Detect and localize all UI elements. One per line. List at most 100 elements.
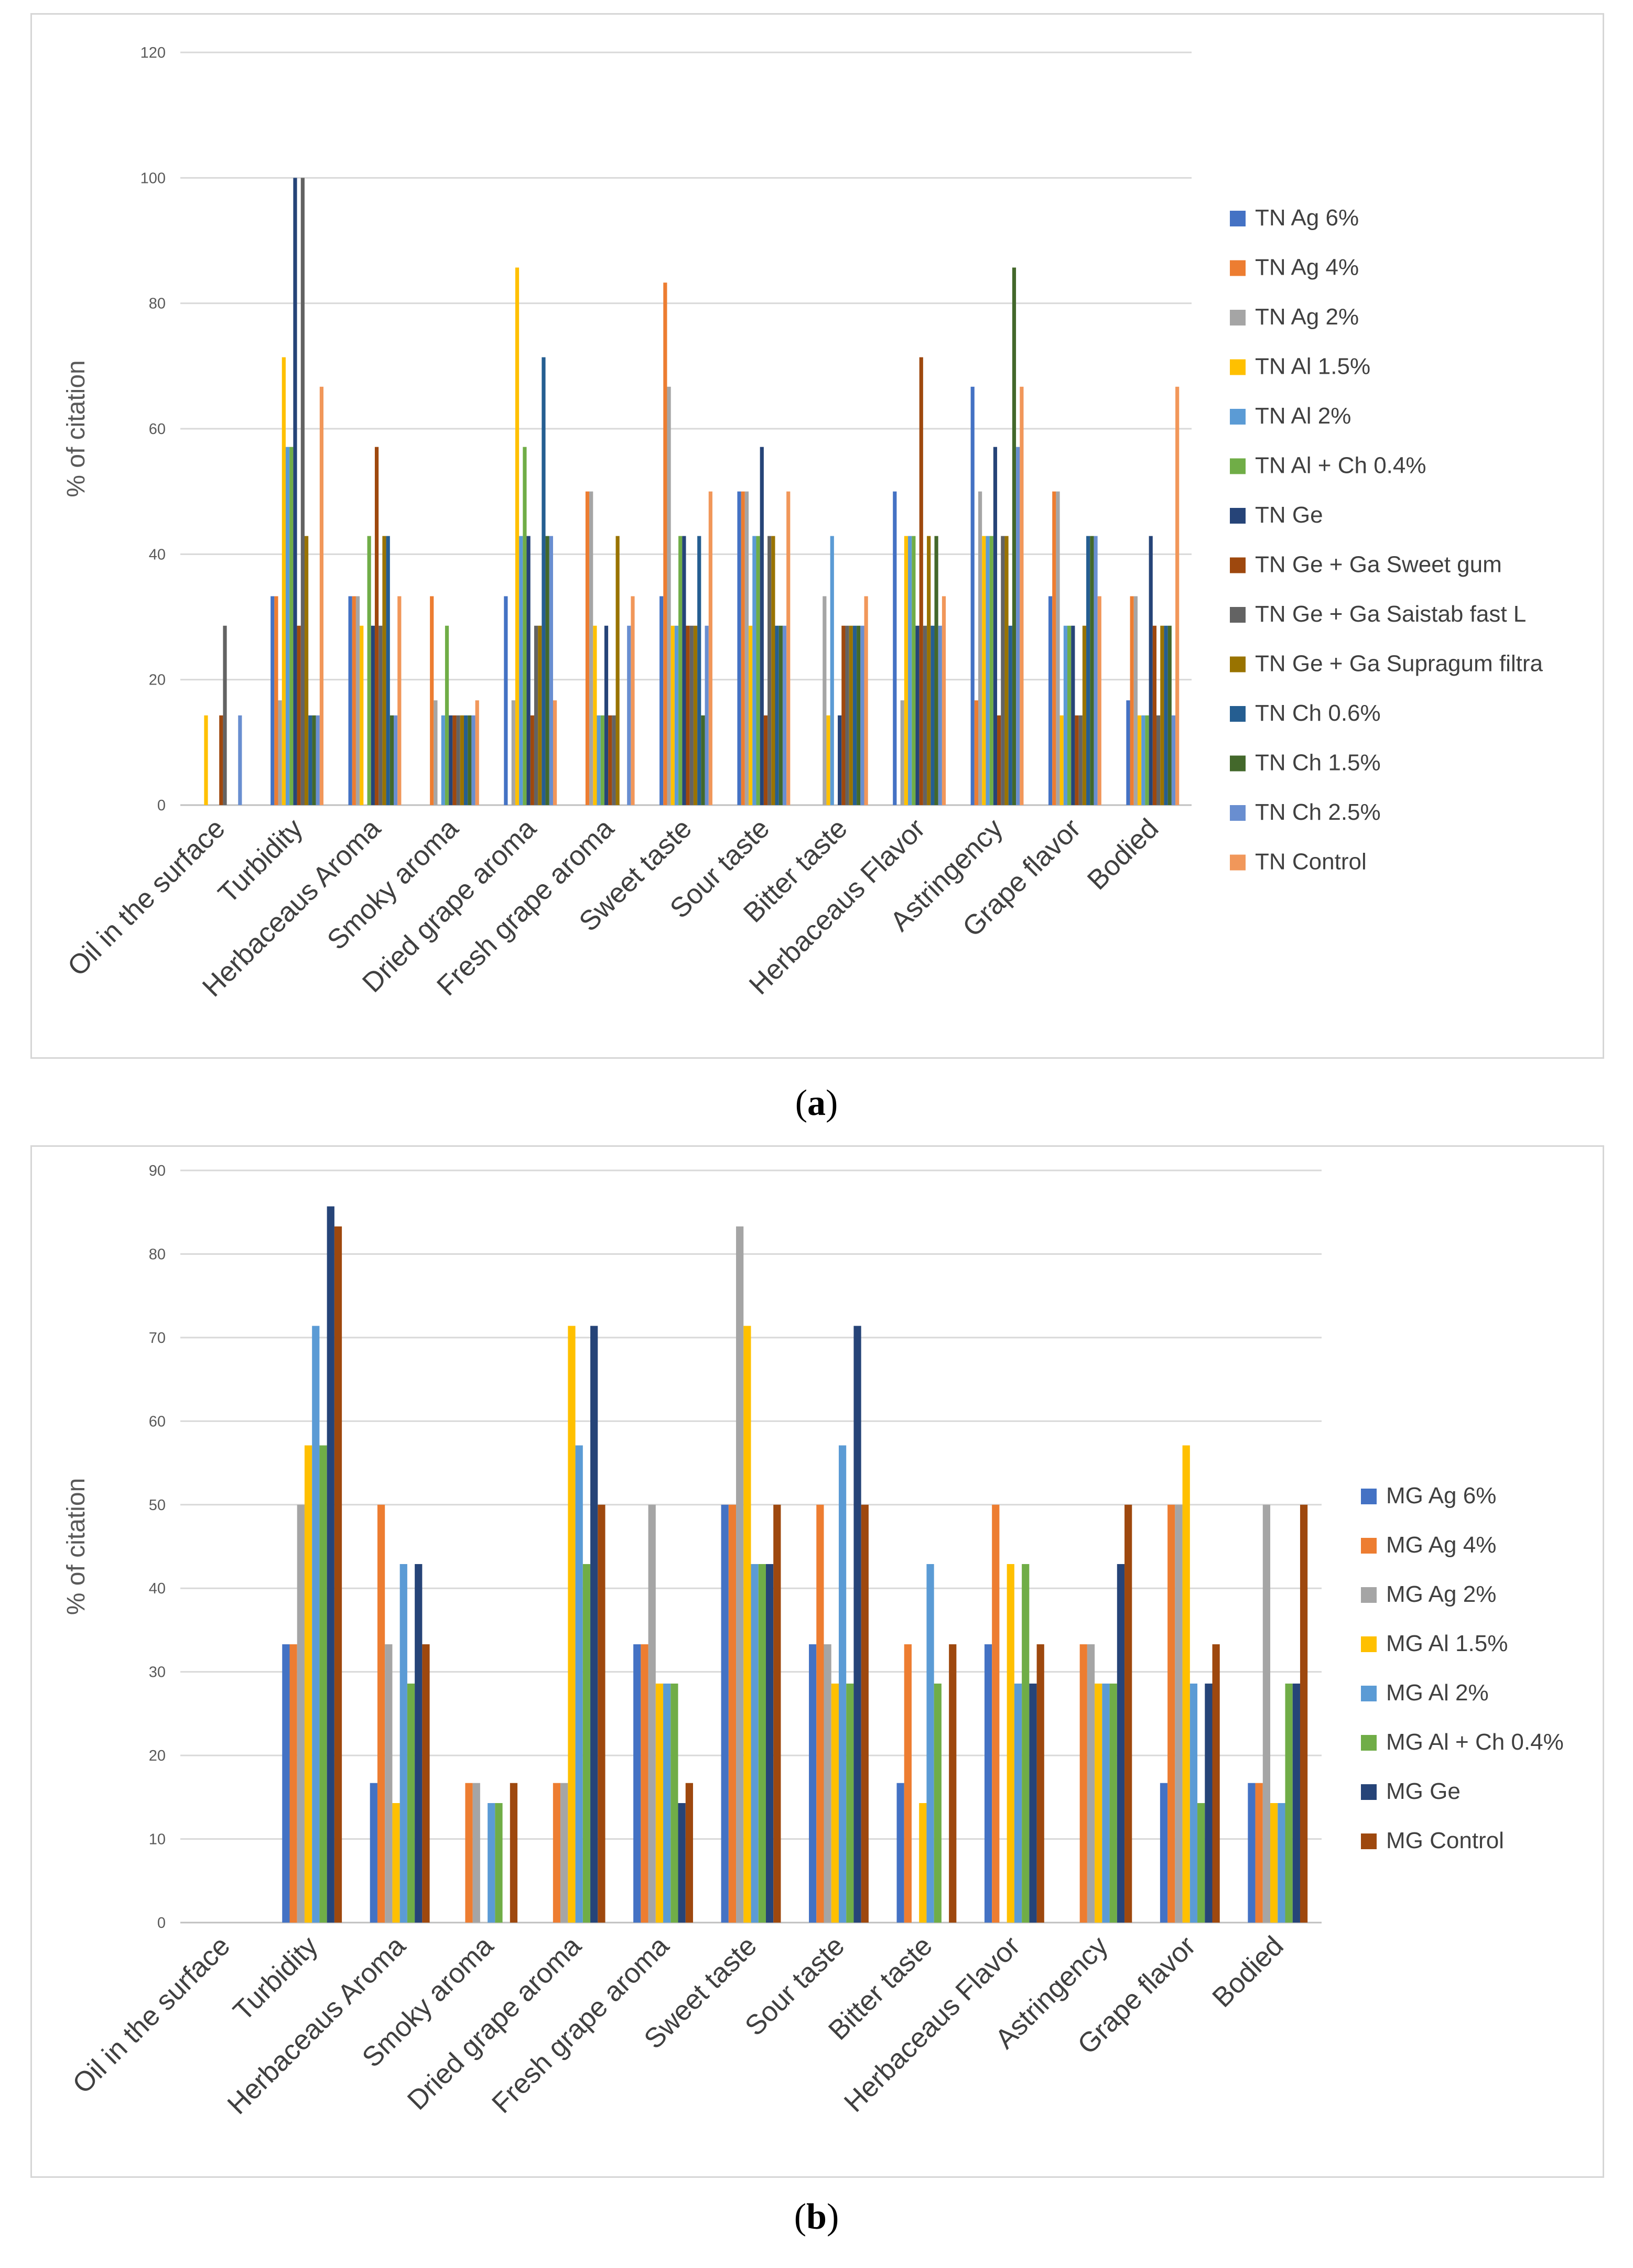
bar-tn-al-1-5-grape-flavor xyxy=(1059,715,1064,805)
bar-mg-ag-4-bitter-taste xyxy=(904,1644,912,1923)
bar-mg-ag-4-dried-grape-aroma xyxy=(553,1783,561,1923)
bar-tn-ge-ga-saistab-fast-l-herbaceaus-flavor xyxy=(923,625,927,805)
bar-tn-ag-6-sweet-taste xyxy=(659,596,664,805)
bar-tn-al-ch-0-4-smoky-aroma xyxy=(445,625,449,805)
y-axis-label: % of citation xyxy=(62,1478,90,1615)
bar-mg-al-1-5-sweet-taste xyxy=(743,1326,751,1923)
bar-tn-ch-2-5-astringency xyxy=(1016,447,1020,805)
bar-tn-ch-1-5-herbaceaus-aroma xyxy=(390,715,394,805)
bar-tn-ch-2-5-sweet-taste xyxy=(705,625,709,805)
bar-tn-al-1-5-astringency xyxy=(982,536,986,805)
panel-label-b: (b) xyxy=(794,2197,839,2237)
bar-mg-ge-grape-flavor xyxy=(1205,1683,1213,1923)
bar-tn-control-turbidity xyxy=(319,386,324,805)
bar-tn-ag-4-fresh-grape-aroma xyxy=(585,491,590,805)
bar-tn-ag-2-fresh-grape-aroma xyxy=(589,491,593,805)
y-tick-label: 10 xyxy=(149,1831,166,1848)
legend-label-tn-al-2: TN Al 2% xyxy=(1255,403,1351,429)
y-tick-label: 30 xyxy=(149,1664,166,1681)
bar-mg-ag-4-turbidity xyxy=(289,1644,297,1923)
bar-tn-al-ch-0-4-astringency xyxy=(989,536,993,805)
bar-mg-al-ch-0-4-smoky-aroma xyxy=(495,1803,503,1923)
y-tick-label: 60 xyxy=(149,1413,166,1430)
bar-mg-al-ch-0-4-grape-flavor xyxy=(1197,1803,1205,1923)
bar-tn-ag-2-grape-flavor xyxy=(1056,491,1060,805)
bar-tn-ge-ga-saistab-fast-l-grape-flavor xyxy=(1078,715,1083,805)
bar-tn-control-astringency xyxy=(1020,386,1024,805)
bar-mg-ag-4-grape-flavor xyxy=(1167,1504,1175,1923)
legend-label-mg-al-1-5: MG Al 1.5% xyxy=(1386,1631,1508,1656)
bar-tn-ch-0-6-sweet-taste xyxy=(697,536,701,805)
bar-tn-ge-ga-saistab-fast-l-oil-in-the-surface xyxy=(223,625,227,805)
legend-swatch-tn-ch-1-5 xyxy=(1230,755,1246,772)
bar-tn-ag-6-herbaceaus-flavor xyxy=(893,491,897,805)
bar-tn-al-ch-0-4-sweet-taste xyxy=(678,536,683,805)
legend-swatch-tn-ag-6 xyxy=(1230,211,1246,226)
bar-tn-al-2-sour-taste xyxy=(752,536,756,805)
legend-swatch-tn-ge xyxy=(1230,508,1246,524)
bar-mg-control-bodied xyxy=(1300,1504,1308,1923)
legend-swatch-mg-al-ch-0-4 xyxy=(1361,1735,1377,1751)
bar-tn-ge-ga-sweet-gum-bodied xyxy=(1152,625,1157,805)
bar-tn-ge-ga-supragum-filtra-sweet-taste xyxy=(693,625,698,805)
bar-mg-ge-astringency xyxy=(1117,1564,1125,1923)
bar-tn-ge-ga-supragum-filtra-fresh-grape-aroma xyxy=(615,536,620,805)
bar-mg-al-ch-0-4-dried-grape-aroma xyxy=(582,1564,591,1923)
bar-mg-al-ch-0-4-turbidity xyxy=(319,1445,327,1923)
bar-tn-ge-ga-supragum-filtra-sour-taste xyxy=(771,536,775,805)
bar-mg-control-fresh-grape-aroma xyxy=(685,1783,693,1923)
bar-tn-ch-1-5-turbidity xyxy=(312,715,316,805)
bar-tn-ag-4-astringency xyxy=(974,700,979,805)
bar-tn-al-2-fresh-grape-aroma xyxy=(597,715,601,805)
legend-swatch-tn-ag-2 xyxy=(1230,310,1246,325)
bar-tn-ch-1-5-dried-grape-aroma xyxy=(545,536,549,805)
bar-tn-al-2-grape-flavor xyxy=(1063,625,1068,805)
y-tick-label: 20 xyxy=(149,1748,166,1764)
bar-mg-control-herbaceaus-aroma xyxy=(422,1644,430,1923)
category-label-bodied: Bodied xyxy=(1206,1930,1289,2013)
bar-mg-ge-dried-grape-aroma xyxy=(590,1326,598,1923)
bar-tn-al-2-bodied xyxy=(1141,715,1145,805)
bar-mg-al-1-5-turbidity xyxy=(304,1445,312,1923)
bar-mg-ge-sour-taste xyxy=(853,1326,861,1923)
bar-tn-ge-ga-saistab-fast-l-dried-grape-aroma xyxy=(534,625,538,805)
bar-tn-ge-ga-sweet-gum-herbaceaus-aroma xyxy=(374,447,379,805)
legend-swatch-tn-ge-ga-sweet-gum xyxy=(1230,557,1246,573)
legend-label-tn-ge-ga-saistab-fast-l: TN Ge + Ga Saistab fast L xyxy=(1255,601,1526,627)
bar-tn-ge-ga-supragum-filtra-herbaceaus-flavor xyxy=(927,536,931,805)
bar-tn-al-ch-0-4-dried-grape-aroma xyxy=(523,447,527,805)
legend-swatch-mg-ge xyxy=(1361,1784,1377,1800)
bar-mg-ag-2-bodied xyxy=(1262,1504,1271,1923)
legend-label-mg-ag-4: MG Ag 4% xyxy=(1386,1532,1496,1558)
bar-tn-ch-2-5-grape-flavor xyxy=(1094,536,1098,805)
bar-tn-ag-2-dried-grape-aroma xyxy=(511,700,515,805)
bar-tn-ge-grape-flavor xyxy=(1071,625,1075,805)
legend-label-tn-ge-ga-sweet-gum: TN Ge + Ga Sweet gum xyxy=(1255,552,1502,578)
bar-tn-al-ch-0-4-bodied xyxy=(1145,715,1149,805)
legend-swatch-mg-ag-4 xyxy=(1361,1538,1377,1554)
bar-mg-ge-bodied xyxy=(1292,1683,1300,1923)
bar-tn-ch-2-5-dried-grape-aroma xyxy=(549,536,553,805)
bar-tn-ch-2-5-bitter-taste xyxy=(860,625,864,805)
legend-label-tn-ge-ga-supragum-filtra: TN Ge + Ga Supragum filtra xyxy=(1255,651,1543,677)
bar-tn-ge-ga-supragum-filtra-smoky-aroma xyxy=(460,715,464,805)
bar-tn-ge-herbaceaus-aroma xyxy=(371,625,375,805)
bar-tn-ch-0-6-turbidity xyxy=(308,715,312,805)
bar-tn-al-1-5-bitter-taste xyxy=(826,715,830,805)
bar-mg-control-grape-flavor xyxy=(1212,1644,1220,1923)
bar-tn-control-grape-flavor xyxy=(1097,596,1101,805)
bar-tn-ge-ga-saistab-fast-l-turbidity xyxy=(300,178,305,805)
bar-tn-control-bitter-taste xyxy=(864,596,868,805)
bar-tn-ge-ga-supragum-filtra-grape-flavor xyxy=(1082,625,1087,805)
y-tick-label: 0 xyxy=(157,797,166,814)
y-tick-label: 80 xyxy=(149,296,166,312)
bar-mg-ge-fresh-grape-aroma xyxy=(678,1803,686,1923)
bar-tn-ag-6-sour-taste xyxy=(737,491,741,805)
bar-mg-ag-6-herbaceaus-aroma xyxy=(370,1783,377,1923)
bar-tn-ag-4-herbaceaus-aroma xyxy=(352,596,356,805)
bar-tn-ag-2-bodied xyxy=(1133,596,1138,805)
bar-tn-ge-ga-saistab-fast-l-fresh-grape-aroma xyxy=(612,715,616,805)
y-tick-label: 20 xyxy=(149,672,166,689)
bar-tn-ag-4-bodied xyxy=(1130,596,1134,805)
bar-tn-ge-ga-sweet-gum-dried-grape-aroma xyxy=(530,715,534,805)
